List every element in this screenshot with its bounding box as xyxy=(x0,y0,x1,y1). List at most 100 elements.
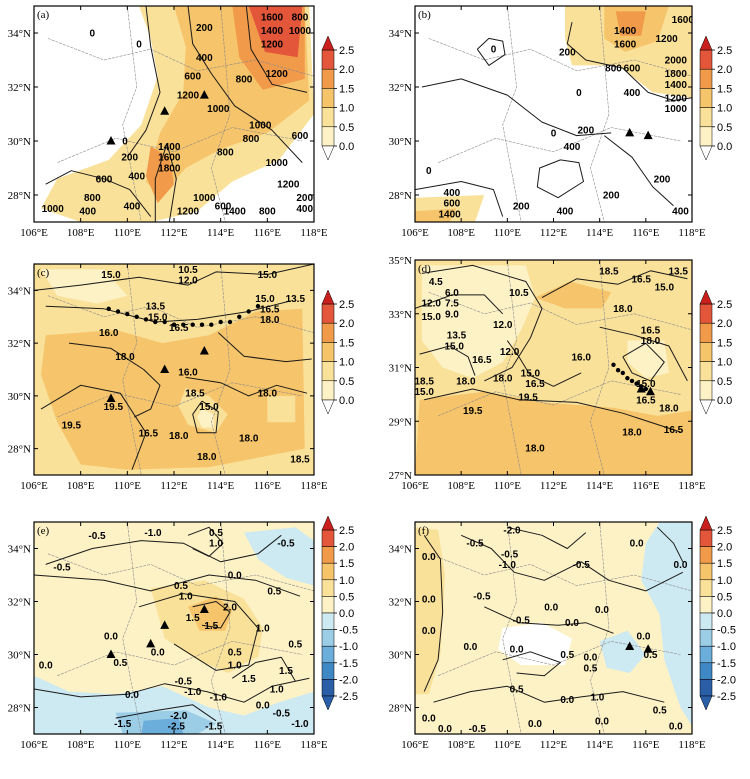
colorbar-tick-label: 1.5 xyxy=(717,337,732,349)
contour-line xyxy=(192,601,231,629)
station-triangle-marker xyxy=(199,90,209,99)
contour-label: -0.5 xyxy=(466,539,484,550)
colorbar-tick-label: 0.5 xyxy=(717,591,732,603)
colorbar-segment xyxy=(321,322,335,343)
station-triangle-marker xyxy=(106,649,116,658)
contour-label: 1.0 xyxy=(228,661,242,672)
front-dot xyxy=(634,381,639,386)
contour-label: -0.5 xyxy=(273,708,291,719)
shaded-region xyxy=(41,269,128,304)
contour-label: 400 xyxy=(128,172,145,183)
x-tick-label: 112°E xyxy=(160,739,187,751)
station-triangle-marker xyxy=(106,393,116,403)
contour-label: 400 xyxy=(672,207,689,218)
x-tick-label: 112°E xyxy=(540,739,567,751)
contour-label: 0 xyxy=(122,137,128,148)
front-dot xyxy=(629,378,635,384)
boundary-line xyxy=(437,640,681,676)
contour-label: 1200 xyxy=(266,69,289,80)
contour-label: 12.0 xyxy=(493,320,513,331)
colorbar-tick-label: 2.5 xyxy=(339,299,354,311)
colorbar-top-arrow xyxy=(321,35,335,51)
shaded-region xyxy=(146,146,174,204)
colorbar-segment xyxy=(321,679,335,697)
colorbar-tick-label: 0.5 xyxy=(717,376,732,388)
colorbar-segment xyxy=(699,562,713,581)
colorbar-tick-label: 2.5 xyxy=(339,525,354,537)
contour-label: 0.0 xyxy=(228,571,242,582)
contour-label: 0.0 xyxy=(565,618,579,629)
contour-label: 1600 xyxy=(261,12,284,23)
contour-label: 0.0 xyxy=(510,645,524,656)
colorbar-bottom-arrow xyxy=(321,145,335,161)
contour-label: 16.5 xyxy=(641,325,661,336)
contour-label: 12.0 xyxy=(421,299,441,310)
x-tick-label: 114°E xyxy=(207,480,234,492)
station-triangle-marker xyxy=(160,364,170,373)
contour-label: 200 xyxy=(559,47,576,58)
contour-label: 800 xyxy=(259,207,276,218)
contour-label: 19.5 xyxy=(62,420,82,431)
colorbar-segment xyxy=(321,645,335,664)
contour-label: 0.0 xyxy=(256,700,270,711)
colorbar-tick-label: 2.5 xyxy=(717,299,732,311)
contour-label: 19.5 xyxy=(104,402,124,413)
shaded-region xyxy=(421,265,535,379)
contour-label: 0.5 xyxy=(113,658,127,669)
boundary-line xyxy=(437,380,681,417)
contour-label: 400 xyxy=(296,204,313,215)
contour-label: 400 xyxy=(79,207,96,218)
colorbar-segment xyxy=(699,612,713,630)
contour-label: 200 xyxy=(603,191,620,202)
shaded-region xyxy=(415,391,692,475)
contour-label: 12.0 xyxy=(178,275,198,286)
colorbar-tick-label: -1.5 xyxy=(339,658,358,670)
x-tick-label: 106°E xyxy=(20,480,48,492)
colorbar-segment xyxy=(699,88,713,108)
colorbar: 2.5 2.0 1.5 1.0 0.5 0.0 -0.5 -1.0 -1.5 -2.0 -2.5 xyxy=(699,515,736,711)
contour-line xyxy=(657,526,684,563)
shaded-region xyxy=(244,527,314,586)
front-dot xyxy=(227,319,233,325)
x-tick-label: 114°E xyxy=(207,739,234,751)
x-tick-label: 108°E xyxy=(447,739,475,751)
panel-label: (c) xyxy=(37,267,50,279)
shaded-region xyxy=(415,208,457,222)
contour-label: 1000 xyxy=(665,104,688,115)
front-dot xyxy=(125,311,130,317)
contour-label: 1.5 xyxy=(279,666,293,677)
map-area: 4.56.07.59.012.015.010.518.516.513.515.0… xyxy=(415,260,692,475)
contour-line xyxy=(187,6,303,163)
contour-label: 10.5 xyxy=(178,265,198,276)
x-tick-label: 118°E xyxy=(678,480,705,492)
contour-label: 0.5 xyxy=(174,581,188,592)
x-tick-label: 106°E xyxy=(20,739,48,751)
x-tick-label: 118°E xyxy=(300,480,327,492)
x-tick-label: 116°E xyxy=(632,480,659,492)
contour-line xyxy=(232,656,296,682)
panel-f: -2.0-0.5-0.5-1.0 -0.50.00.00.00.00.0-0.5-… xyxy=(389,515,736,751)
contour-label: 1400 xyxy=(438,209,461,220)
boundary-line xyxy=(122,522,142,734)
contour-label: -1.5 xyxy=(114,719,132,730)
colorbar-segment xyxy=(321,342,335,362)
y-tick-label: 31°N xyxy=(389,363,412,375)
contour-label: 600 xyxy=(215,201,232,212)
boundary-line xyxy=(57,382,303,418)
colorbar-tick-label: 0.0 xyxy=(717,141,732,153)
contour-label: 13.5 xyxy=(286,294,306,305)
colorbar-tick-label: 1.0 xyxy=(339,575,354,587)
y-tick-label: 30°N xyxy=(8,650,31,662)
contour-line xyxy=(484,606,614,634)
boundary-line xyxy=(122,6,142,222)
shaded-region xyxy=(267,395,296,423)
contour-line xyxy=(217,332,312,363)
contour-label: 0.0 xyxy=(595,605,609,616)
contour-label: 600 xyxy=(96,174,113,185)
contour-label: 0.5 xyxy=(510,685,524,696)
colorbar-segment xyxy=(321,303,335,324)
colorbar-top-arrow xyxy=(699,289,713,305)
panel-label: (d) xyxy=(418,263,431,275)
colorbar-bottom-arrow xyxy=(699,399,713,415)
contour-line xyxy=(45,170,152,217)
